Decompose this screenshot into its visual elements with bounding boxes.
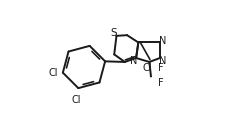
Text: N: N [159, 36, 166, 46]
Text: N: N [130, 56, 137, 66]
Text: Cl: Cl [142, 63, 152, 73]
Text: F: F [158, 63, 164, 73]
Text: Cl: Cl [72, 95, 81, 105]
Text: F: F [158, 78, 164, 88]
Text: Cl: Cl [48, 68, 58, 78]
Text: N: N [159, 56, 166, 66]
Text: S: S [110, 27, 117, 38]
